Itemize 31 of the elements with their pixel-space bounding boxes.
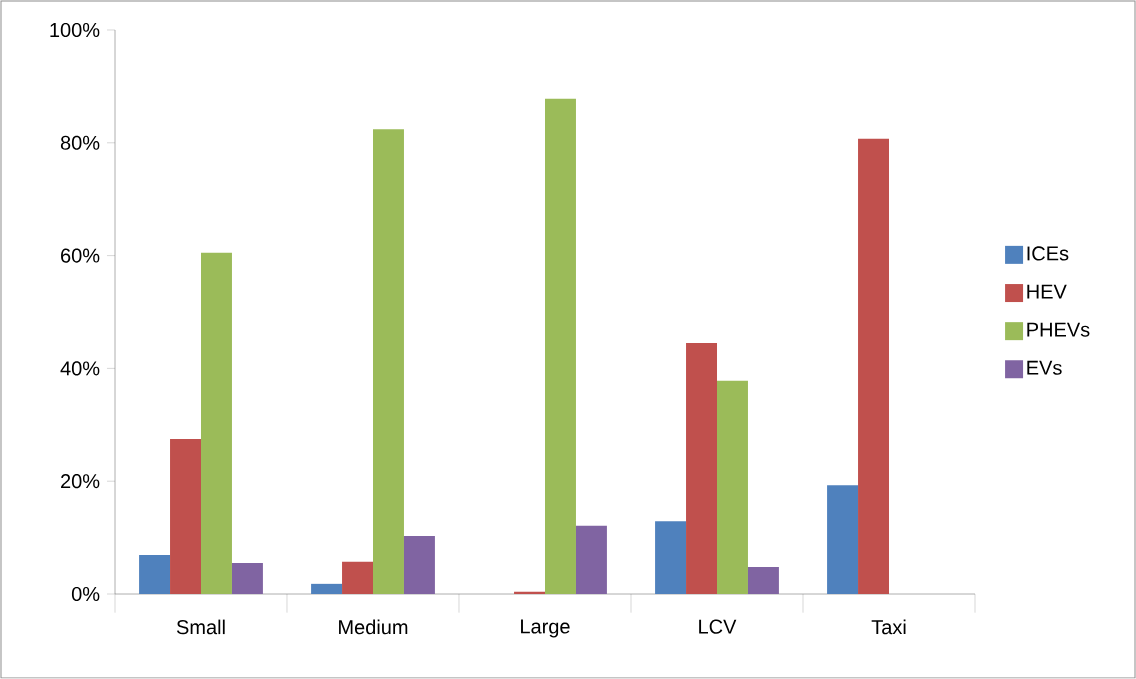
bar — [575, 525, 607, 594]
y-tick-label: 60% — [61, 248, 100, 263]
bar — [139, 555, 171, 594]
bar — [403, 535, 435, 594]
bar — [655, 521, 687, 594]
bar — [311, 583, 343, 594]
y-tick-label: 100% — [50, 22, 100, 38]
x-tick-label: Medium — [339, 619, 408, 635]
bar — [827, 485, 859, 594]
bar — [747, 566, 779, 594]
bar — [201, 252, 232, 594]
y-tick-label: 40% — [60, 361, 100, 376]
legend-label: PHEVs — [1027, 322, 1090, 337]
y-tick-label: 80% — [60, 135, 100, 150]
y-tick-label: 0% — [71, 586, 100, 602]
x-tick-label: LCV — [699, 619, 737, 634]
legend-label: ICEs — [1027, 246, 1069, 261]
legend-label: EVs — [1027, 360, 1062, 375]
x-tick-label: Small — [176, 619, 225, 635]
y-tick-label: 20% — [61, 474, 100, 489]
bar — [858, 138, 890, 594]
bar — [717, 380, 748, 594]
bar — [545, 98, 576, 594]
bar — [170, 438, 201, 594]
x-tick-label: Taxi — [871, 619, 906, 635]
bar — [686, 343, 717, 594]
bar — [231, 562, 263, 594]
legend-label: HEV — [1027, 284, 1067, 299]
bar — [342, 561, 373, 594]
bar — [373, 129, 404, 594]
x-tick-label: Large — [521, 619, 570, 638]
